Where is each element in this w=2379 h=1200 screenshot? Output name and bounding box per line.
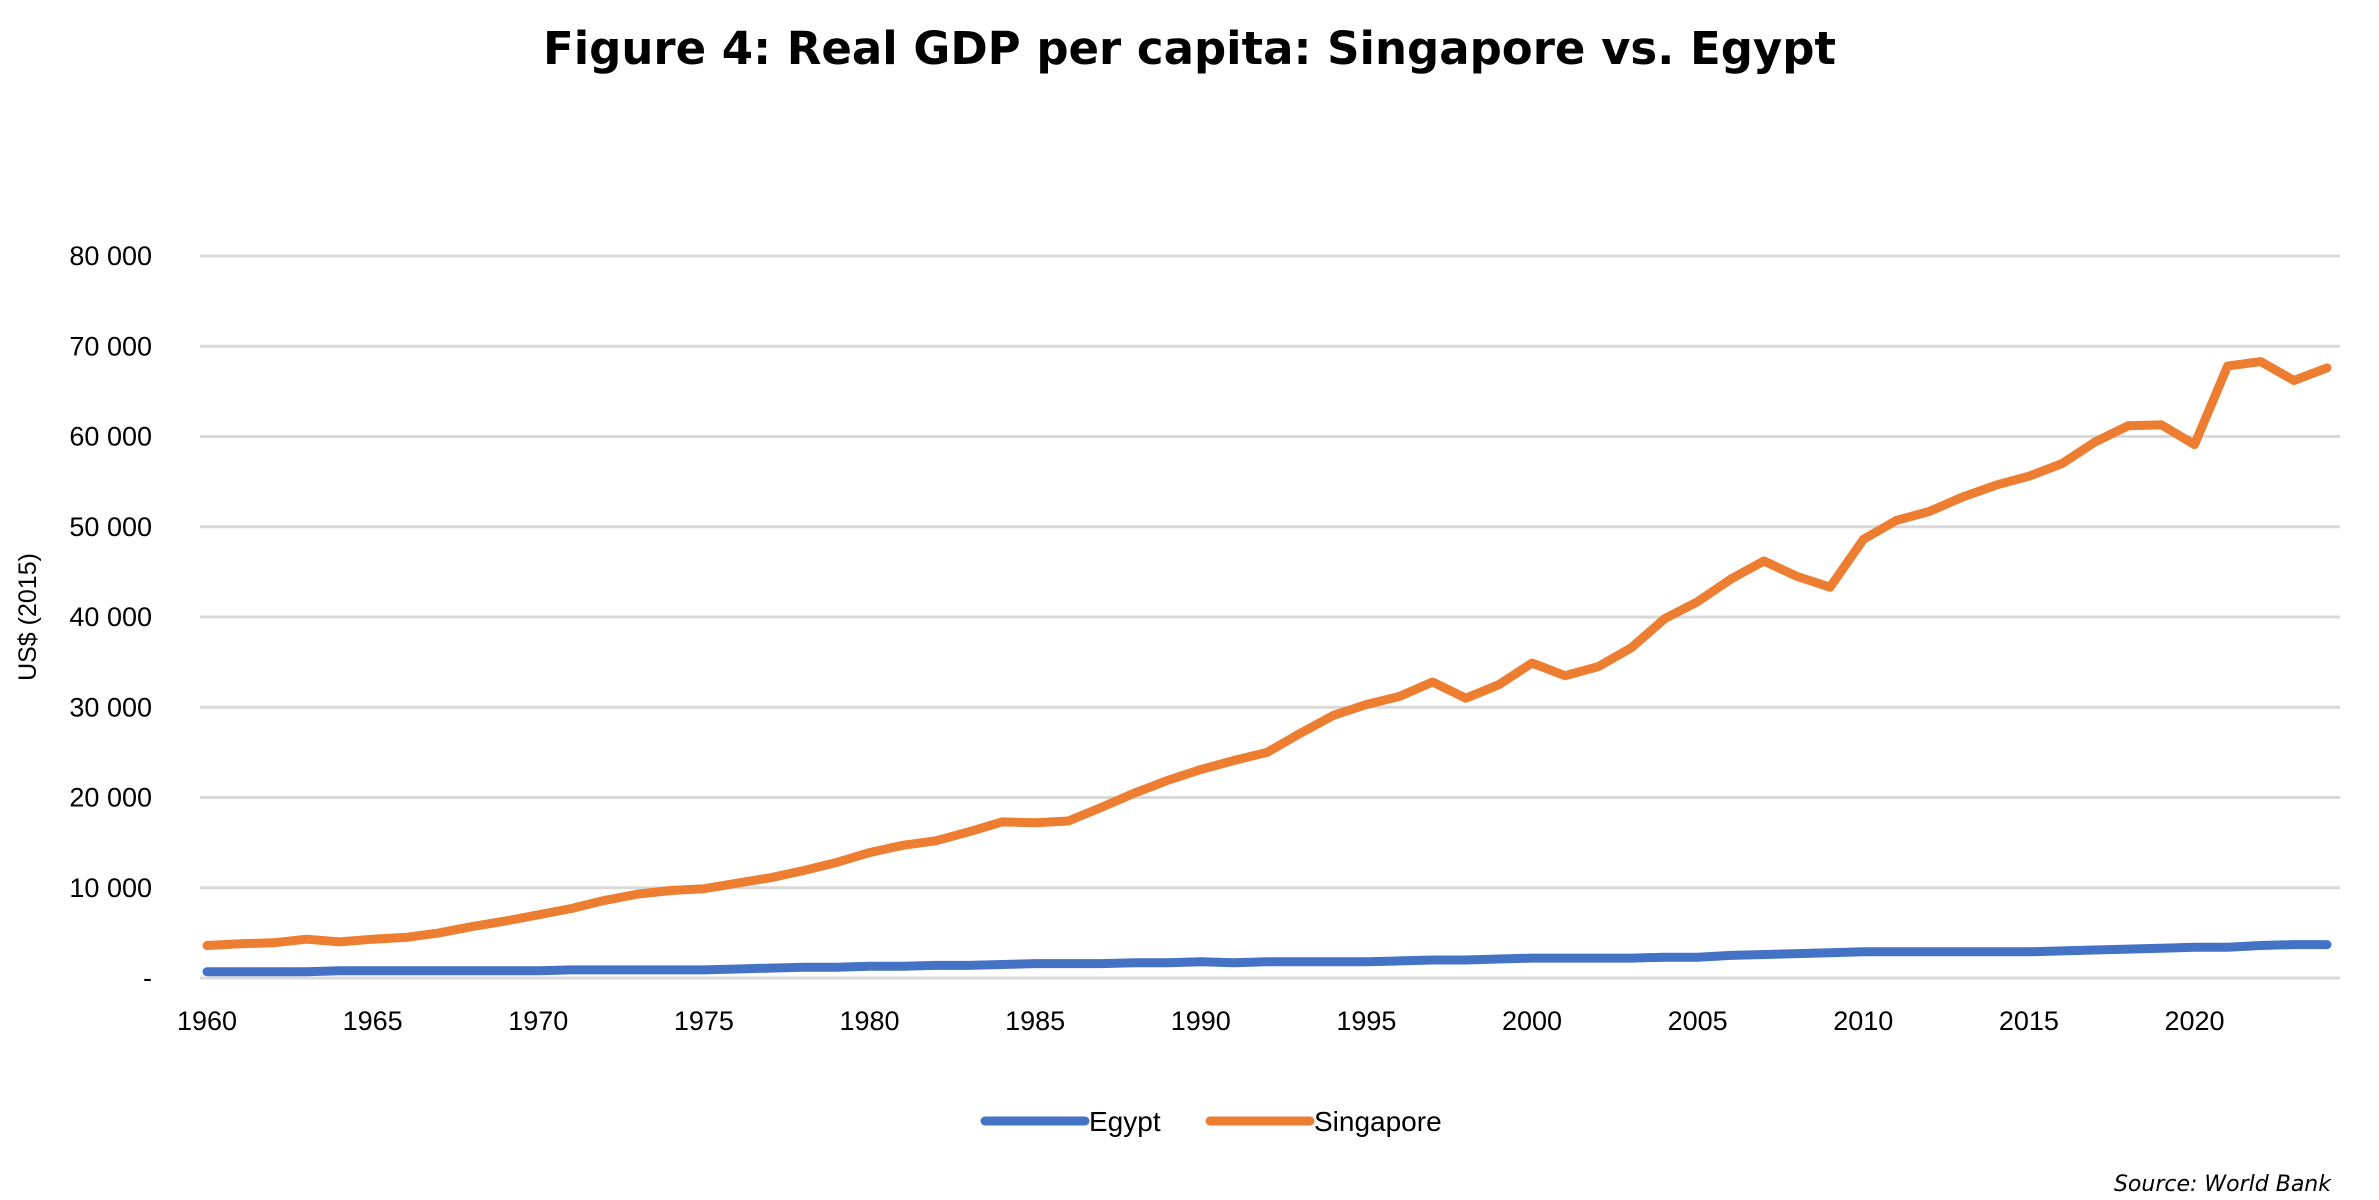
x-tick-label: 2000 <box>1502 1006 1562 1036</box>
x-tick-label: 2005 <box>1668 1006 1728 1036</box>
y-tick-label: 70 000 <box>69 331 152 361</box>
x-tick-label: 1965 <box>343 1006 403 1036</box>
source-note: Source: World Bank <box>2113 1172 2331 1197</box>
y-tick-label: 30 000 <box>69 692 152 722</box>
x-tick-labels: 1960 1965 1970 1975 1980 1985 1990 1995 2000 2005… <box>177 1006 2225 1036</box>
series-line-egypt <box>202 940 2332 977</box>
legend: Egypt Singapore <box>980 1106 1442 1137</box>
x-tick-label: 1985 <box>1005 1006 1065 1036</box>
x-tick-label: 1995 <box>1336 1006 1396 1036</box>
x-tick-label: 1990 <box>1171 1006 1231 1036</box>
x-tick-label: 1980 <box>839 1006 899 1036</box>
y-tick-label: 40 000 <box>69 602 152 632</box>
y-tick-label: 50 000 <box>69 512 152 542</box>
chart-title: Figure 4: Real GDP per capita: Singapore… <box>543 22 1836 75</box>
x-tick-label: 1970 <box>508 1006 568 1036</box>
x-tick-label: 2020 <box>2164 1006 2224 1036</box>
legend-label-egypt: Egypt <box>1089 1106 1161 1137</box>
series-lines <box>202 357 2332 977</box>
y-tick-label: 20 000 <box>69 783 152 813</box>
gridlines <box>200 254 2340 980</box>
legend-label-singapore: Singapore <box>1314 1106 1442 1137</box>
x-tick-label: 1960 <box>177 1006 237 1036</box>
y-tick-label: 80 000 <box>69 241 152 271</box>
x-tick-label: 2010 <box>1833 1006 1893 1036</box>
y-axis-label: US$ (2015) <box>14 553 42 681</box>
x-tick-label: 2015 <box>1999 1006 2059 1036</box>
x-tick-label: 1975 <box>674 1006 734 1036</box>
y-tick-labels: - 10 000 20 000 30 000 40 000 50 000 60 000 70 … <box>69 241 152 993</box>
y-tick-label: - <box>143 963 152 993</box>
y-tick-label: 10 000 <box>69 873 152 903</box>
series-line-singapore <box>202 357 2332 950</box>
y-tick-label: 60 000 <box>69 422 152 452</box>
